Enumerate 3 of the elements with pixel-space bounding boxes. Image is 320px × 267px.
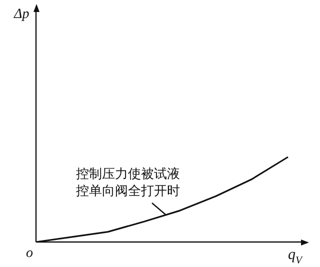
text: o: [26, 246, 33, 261]
text: Δp: [13, 7, 30, 22]
annotation: 控制压力使被试液控单向阀全打开时: [76, 167, 180, 199]
